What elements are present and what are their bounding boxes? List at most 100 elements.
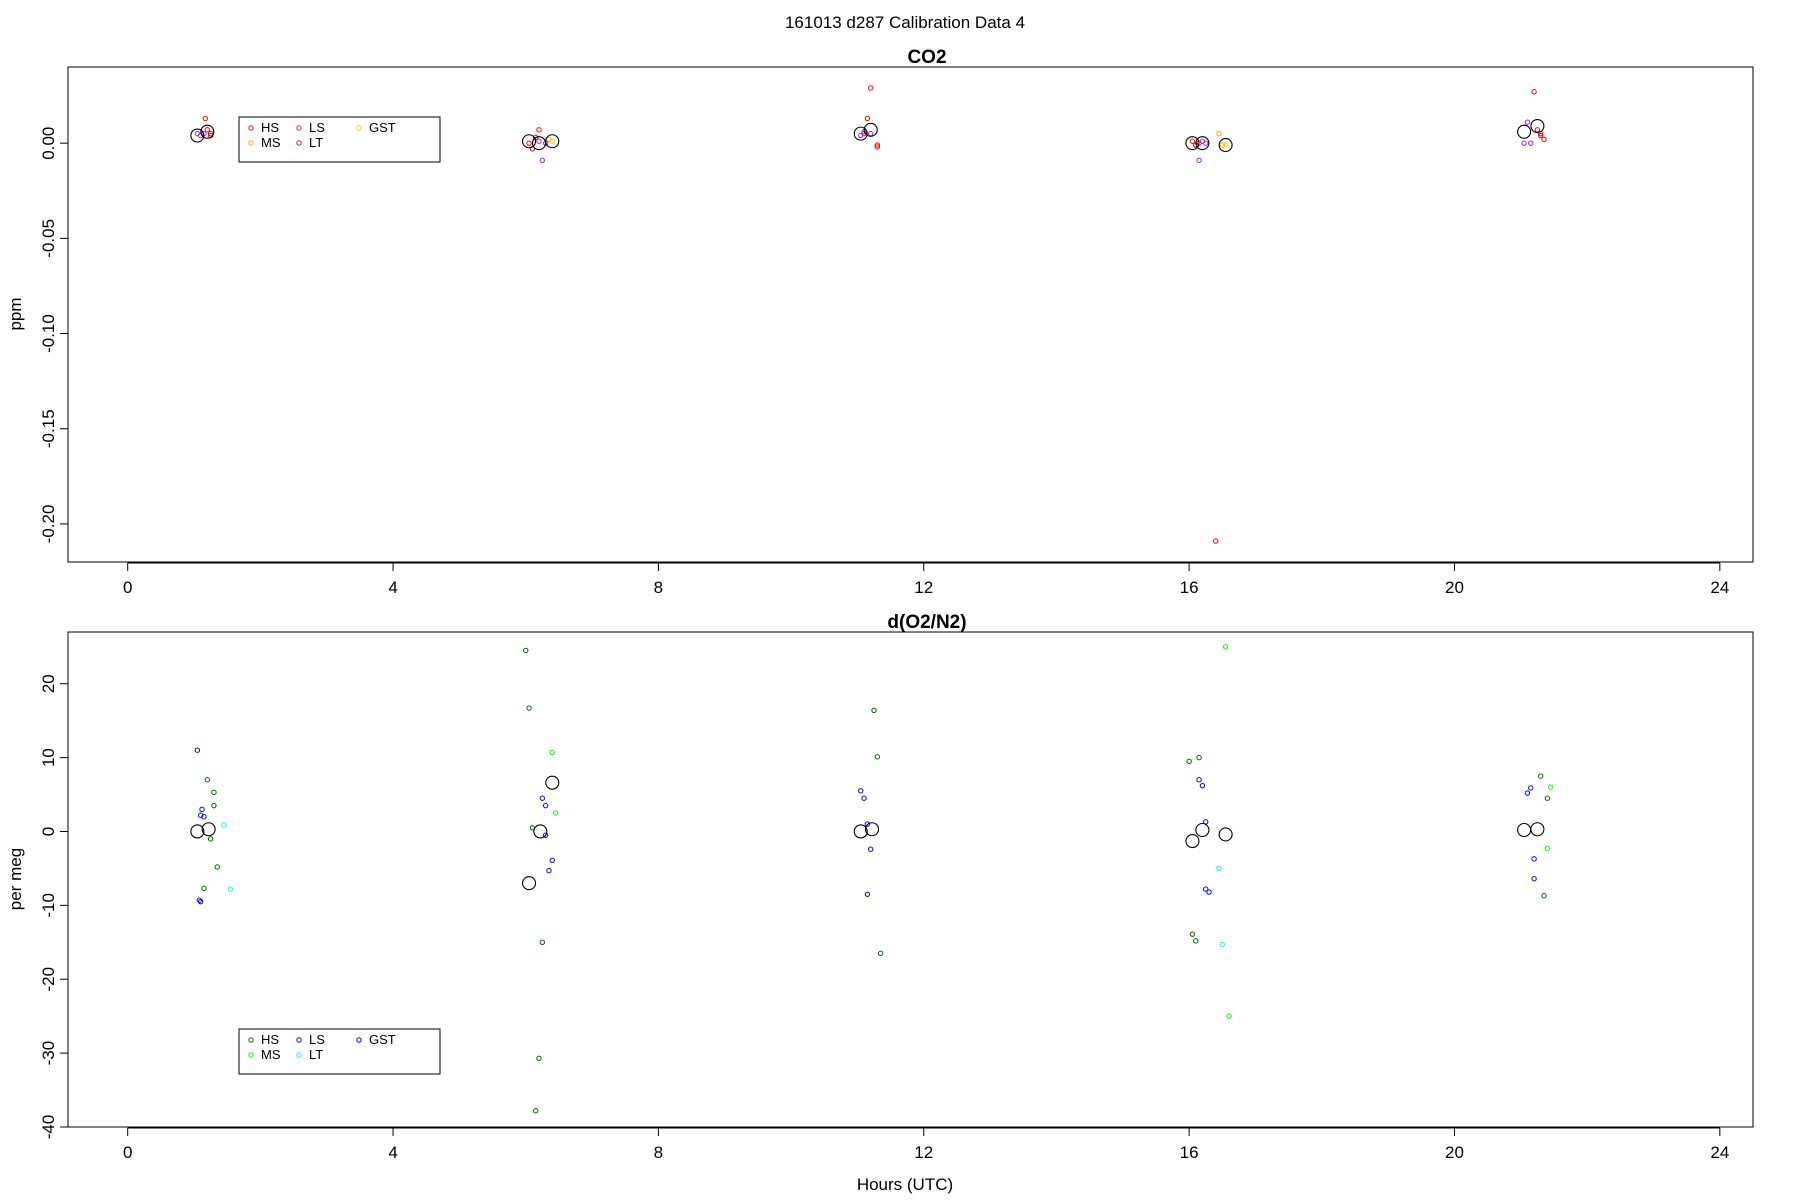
o2n2-point-hs [1193,938,1199,944]
o2n2-legend-label-hs: HS [261,1032,279,1047]
co2-point-hs [1541,136,1547,143]
o2n2-points [190,644,1554,1114]
o2n2-point-lt [221,822,227,828]
o2n2-point-hs [532,1108,539,1114]
co2-point-mean [1185,136,1200,151]
o2n2-point-lt [1219,941,1225,948]
o2n2-legend-marker-gst [356,1037,362,1043]
o2n2-y-tick-label: -10 [39,893,58,918]
o2n2-y-tick-label: 0 [39,827,58,836]
o2n2-point-ls [1531,856,1537,862]
o2n2-point-ls [867,846,874,852]
co2-point-ls [1521,140,1527,146]
o2n2-legend-label-ms: MS [261,1047,281,1062]
co2-point-mean [853,126,868,141]
co2-point-hs [1189,138,1196,144]
co2-x-tick-label: 12 [914,578,933,597]
co2-point-ls [1196,157,1202,163]
o2n2-point-ls [1199,782,1206,789]
co2-point-gst [1222,142,1229,148]
co2-y-tick-label: 0.00 [39,127,58,160]
o2n2-point-ms [552,810,559,816]
o2n2-y-axis-label: per meg [6,848,25,910]
co2-point-mean [522,134,537,149]
o2n2-point-hs [1189,931,1196,937]
co2-point-mean [200,124,215,139]
co2-point-ls [1203,140,1209,146]
o2n2-legend-marker-lt [296,1052,302,1058]
o2n2-legend-marker-ms [248,1052,254,1058]
o2n2-point-mean [522,876,537,891]
x-axis-label: Hours (UTC) [857,1175,953,1194]
co2-point-hs [1212,538,1219,544]
co2-x-tick-label: 4 [388,578,397,597]
o2n2-x-tick-label: 12 [914,1143,933,1162]
o2n2-point-ms [1226,1013,1232,1019]
co2-point-hs [526,140,532,146]
co2-point-ls [536,138,542,144]
co2-y-tick-label: -0.10 [39,314,58,353]
o2n2-point-mean [853,824,868,839]
o2n2-point-mean [1218,827,1233,842]
co2-legend-marker-ls [296,125,302,131]
co2-x-ticks: 0 4 8 12 16 20 24 [123,562,1729,597]
o2n2-point-ls [861,795,867,801]
o2n2-point-hs [204,777,211,783]
co2-point-hs [202,115,209,122]
o2n2-point-hs [1538,773,1544,779]
o2n2-point-mean [1195,822,1210,838]
co2-point-hs [204,127,211,133]
co2-y-ticks: 0.00 -0.05 -0.10 -0.15 -0.20 [39,127,69,544]
o2n2-point-mean [1530,822,1545,837]
o2n2-point-ls [546,867,552,874]
o2n2-y-ticks: 20 10 0 -10 -20 -30 -40 [39,674,69,1140]
o2n2-point-ms [1547,784,1554,790]
co2-y-tick-label: -0.15 [39,409,58,448]
co2-x-tick-label: 0 [123,578,132,597]
co2-point-hs [1538,132,1544,139]
o2n2-point-hs [874,754,881,760]
co2-points [190,85,1547,544]
co2-legend-label-hs: HS [261,120,279,135]
o2n2-x-tick-label: 20 [1445,1143,1464,1162]
o2n2-point-ls [1524,790,1531,796]
o2n2-point-hs [536,1055,542,1061]
o2n2-legend-label-ls: LS [309,1032,325,1047]
o2n2-point-hs [207,836,214,842]
o2n2-legend-label-gst: GST [369,1032,396,1047]
co2-legend-box [238,116,441,163]
o2n2-panel-title: d(O2/N2) [887,612,966,633]
co2-y-tick-label: -0.20 [39,505,58,544]
o2n2-point-mean [201,822,216,837]
co2-point-hs [207,130,214,137]
co2-point-ls [867,130,874,137]
o2n2-y-tick-label: -40 [39,1115,58,1140]
o2n2-point-ls [196,897,203,903]
o2n2-point-hs [1541,893,1547,899]
co2-point-ms [1219,142,1225,148]
o2n2-point-ls [864,821,871,827]
o2n2-point-ms [1544,845,1551,852]
co2-legend-marker-hs [248,125,254,131]
o2n2-point-hs [211,802,217,809]
co2-x-tick-label: 16 [1180,578,1199,597]
o2n2-point-mean [1185,834,1200,849]
o2n2-legend-marker-hs [248,1037,254,1043]
o2n2-y-tick-label: -30 [39,1041,58,1066]
o2n2-point-ls [542,802,549,809]
o2n2-y-tick-label: 20 [39,674,58,693]
o2n2-legend-label-lt: LT [309,1047,323,1062]
o2n2-point-gst [197,898,204,905]
co2-legend-label-ls: LS [309,120,325,135]
co2-point-ls [539,157,546,163]
o2n2-point-hs [539,939,546,945]
co2-point-gst [549,138,555,144]
co2-point-mean [1530,118,1545,134]
co2-legend-marker-lt [296,140,302,146]
o2n2-point-mean [545,775,560,790]
o2n2-y-tick-label: -20 [39,967,58,992]
o2n2-point-ls [1531,876,1537,882]
o2n2-legend-box [238,1028,441,1075]
